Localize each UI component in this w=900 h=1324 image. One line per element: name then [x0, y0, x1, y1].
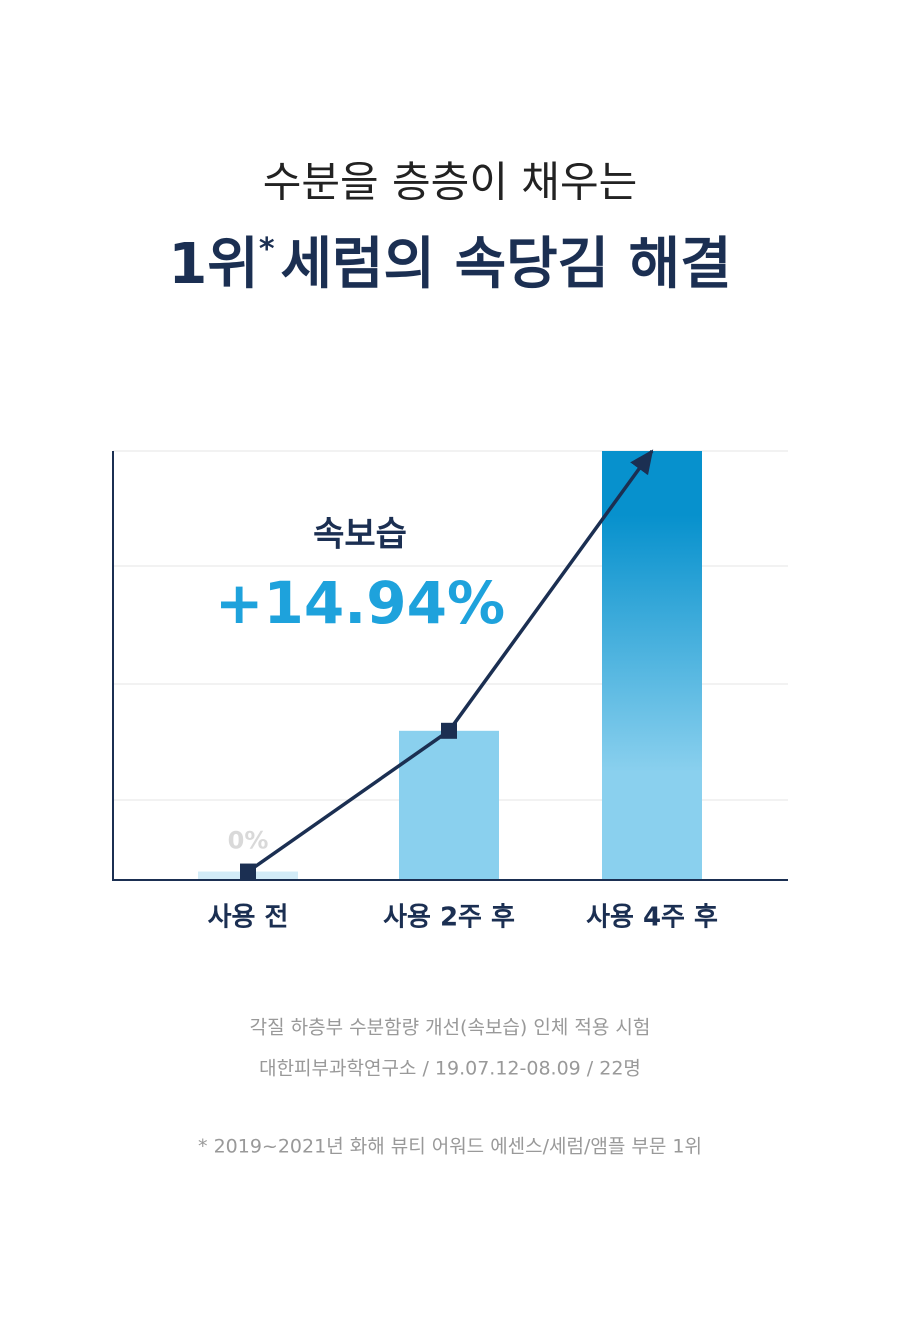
note: 각질 하층부 수분함량 개선(속보습) 인체 적용 시험 [250, 1017, 651, 1039]
headline: 수분을 층층이 채우는 [263, 158, 637, 207]
value-label: 0% [228, 827, 269, 855]
x-tick-label: 사용 4주 후 [586, 903, 718, 933]
plot: 사용 전 사용 2주 후 사용 4주 후 0% +14.94% [198, 449, 718, 933]
x-tick-label: 사용 2주 후 [383, 903, 515, 933]
title-mark: * [259, 232, 275, 267]
line-marker [240, 863, 256, 880]
chart-title: 1위* 세럼의 속당김 해결 [168, 232, 731, 298]
annotation: 속보습 [313, 515, 407, 555]
value-label: +14.94% [215, 569, 505, 637]
footnote: * 2019~2021년 화해 뷰티 어워드 에센스/세럼/앰플 부문 1위 [198, 1136, 702, 1158]
x-tick-label: 사용 전 [208, 903, 289, 933]
note: 대한피부과학연구소 / 19.07.12-08.09 / 22명 [259, 1058, 641, 1080]
title-part: 세럼의 속당김 해결 [281, 232, 732, 297]
line-marker [441, 722, 457, 739]
title-part: 1위 [168, 232, 259, 297]
bar [602, 451, 702, 880]
